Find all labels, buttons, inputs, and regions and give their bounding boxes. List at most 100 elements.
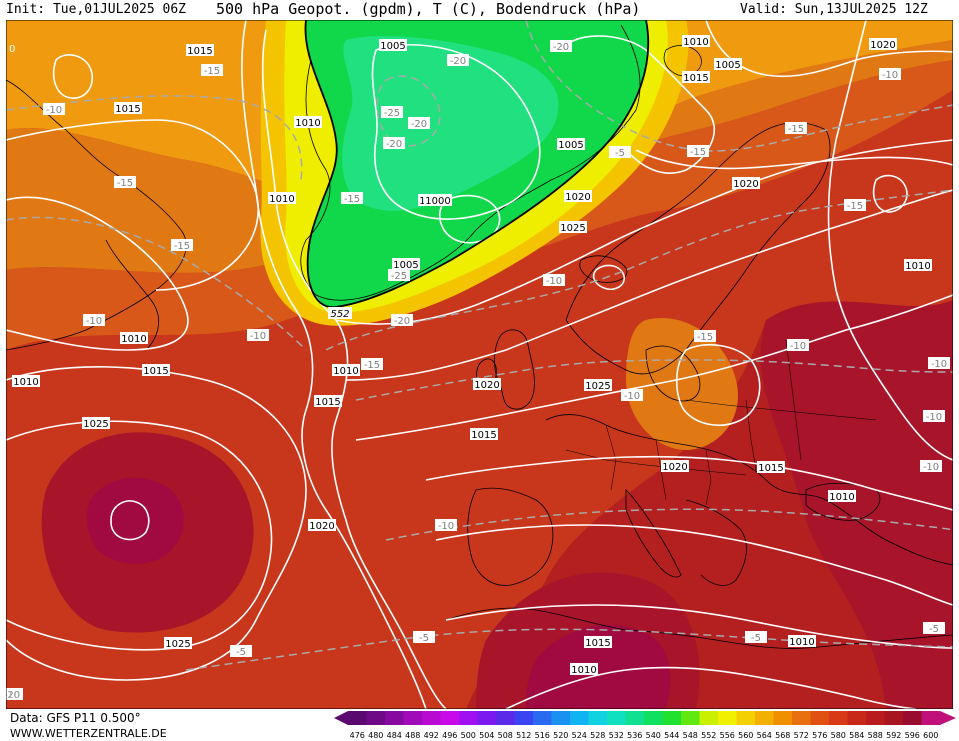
temperature-label: -5 (615, 148, 625, 159)
temperature-label: -5 (929, 624, 939, 635)
iberia-coast (467, 487, 554, 586)
pressure-label: 1010 (333, 366, 358, 377)
pressure-label: 1020 (662, 462, 687, 473)
pressure-label-box (424, 194, 452, 206)
temperature-label-box (413, 631, 435, 643)
data-source: Data: GFS P11 0.500° (10, 711, 141, 725)
legend-swatch (496, 711, 515, 725)
legend-tick-label: 560 (738, 731, 753, 740)
pressure-label: 1025 (83, 419, 108, 430)
pressure-label: 1005 (558, 140, 583, 151)
pressure-label-box (788, 635, 816, 647)
pressure-label: 1020 (474, 380, 499, 391)
legend-tick-label: 592 (886, 731, 901, 740)
legend-swatch (588, 711, 608, 725)
isobar-line (425, 455, 953, 511)
temperature-label-box (687, 145, 709, 157)
pressure-label: 1015 (315, 397, 340, 408)
legend-tick-label: 500 (461, 731, 476, 740)
temperature-label: -25 (391, 271, 407, 282)
surface-pressure-isobars (6, 20, 953, 709)
temperature-label: -20 (553, 42, 569, 53)
pressure-label-box (661, 460, 689, 472)
temperature-label: -15 (788, 124, 804, 135)
isobar-line (592, 264, 625, 291)
temperature-label: -10 (46, 105, 62, 116)
temperature-label-box (383, 137, 405, 149)
legend-swatch (681, 711, 700, 725)
isobar-line (110, 500, 150, 541)
pressure-label-box (564, 190, 592, 202)
pressure-label: 1010 (13, 377, 38, 388)
legend-tick-label: 572 (794, 731, 809, 740)
weather-map: 1015100510001005101010151010101510101010… (6, 20, 953, 709)
pressure-label-box (308, 519, 336, 531)
legend-tick-label: 540 (646, 731, 661, 740)
fill-crimson-east (760, 300, 953, 709)
pressure-label-box (557, 138, 585, 150)
border-line (605, 424, 617, 491)
legend-swatch (884, 711, 904, 725)
legend-tick-label: 524 (572, 731, 587, 740)
legend-swatch (440, 711, 460, 725)
legend-swatch (662, 711, 682, 725)
isobar-line (6, 119, 259, 291)
isobar-line (675, 344, 761, 426)
legend-tick-label: 584 (849, 731, 864, 740)
border-line (685, 399, 877, 421)
temperature-label: -15 (174, 241, 190, 252)
isobar-line (371, 44, 541, 220)
temperature-label: -20 (386, 139, 402, 150)
isobar-line (52, 54, 93, 99)
isobar-line (635, 149, 953, 170)
temperature-label: -15 (204, 66, 220, 77)
legend-swatch (385, 711, 404, 725)
website-credit: WWW.WETTERZENTRALE.DE (10, 727, 167, 740)
temperature-label-box (114, 176, 136, 188)
pressure-label: 1015 (471, 430, 496, 441)
legend-tick-label: 588 (868, 731, 883, 740)
pressure-label-box (314, 395, 342, 407)
legend-swatch (366, 711, 386, 725)
isobar-line (6, 420, 273, 651)
pressure-label-box (584, 636, 612, 648)
legend-tick-label: 520 (553, 731, 568, 740)
legend-tick-label: 596 (905, 731, 920, 740)
legend-swatch (829, 711, 848, 725)
isobar-line (261, 29, 447, 709)
temperature-label-box (785, 122, 807, 134)
legend-tick-label: 532 (609, 731, 624, 740)
pressure-label-box (392, 258, 420, 270)
temperature-label: -5 (419, 633, 429, 644)
pressure-label: 1010 (269, 194, 294, 205)
temperature-label: -10 (250, 331, 266, 342)
pressure-label: 1025 (165, 639, 190, 650)
legend-tick-label: 516 (535, 731, 550, 740)
pressure-label: 1010 (295, 118, 320, 129)
temperature-label-box (171, 239, 193, 251)
isotherm-line (355, 359, 953, 401)
pressure-label-box (294, 116, 322, 128)
pressure-label: 1010 (905, 261, 930, 272)
legend-tick-label: 564 (757, 731, 772, 740)
temperature-label-box (341, 192, 363, 204)
isobar-line (505, 666, 917, 709)
temperature-label: -20 (411, 119, 427, 130)
pressure-label-box (682, 71, 710, 83)
temperature-label-box (43, 103, 65, 115)
legend-swatch (551, 711, 571, 725)
temperature-label: -15 (117, 178, 133, 189)
temperature-label: -15 (847, 201, 863, 212)
border-line (565, 449, 747, 476)
temperature-label-box (844, 199, 866, 211)
isotherm-line (185, 628, 953, 671)
pressure-label-box (12, 375, 40, 387)
temperature-label-box (230, 645, 252, 657)
pressure-label-box (714, 58, 742, 70)
border-line (785, 339, 802, 461)
legend-swatch (792, 711, 811, 725)
legend-swatch (533, 711, 552, 725)
legend-tick-label: 488 (405, 731, 420, 740)
legend-swatch (625, 711, 645, 725)
pressure-label-box (682, 35, 710, 47)
